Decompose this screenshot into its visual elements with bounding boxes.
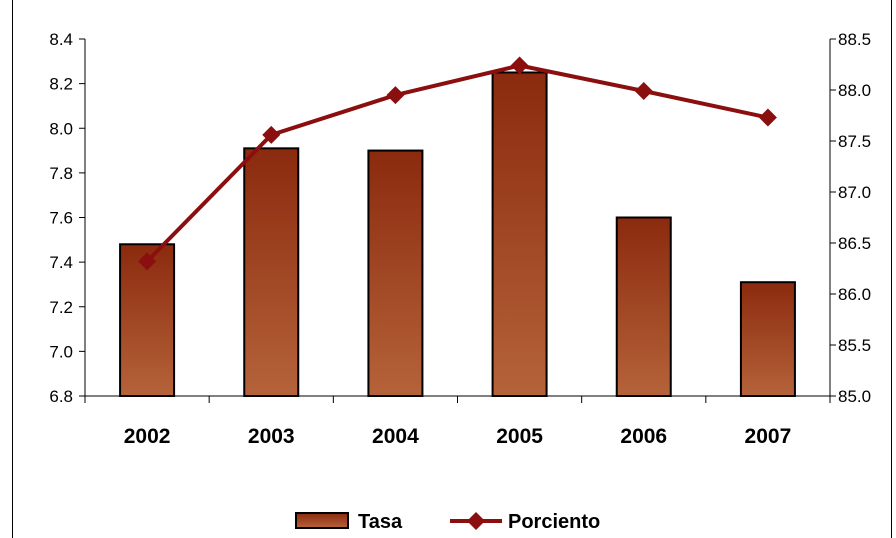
point-porciento	[510, 56, 529, 75]
chart-frame	[12, 0, 892, 538]
left-tick-label: 7.8	[49, 164, 73, 183]
point-porciento	[262, 125, 281, 144]
left-tick-label: 7.2	[49, 298, 73, 317]
right-tick-label: 88.5	[838, 30, 871, 49]
axes	[79, 38, 836, 403]
right-tick-label: 88.0	[838, 81, 871, 100]
bar-series	[119, 71, 796, 397]
line-series	[138, 56, 777, 271]
right-tick-label: 86.5	[838, 234, 871, 253]
x-tick-label: 2002	[124, 425, 171, 448]
point-porciento	[758, 108, 777, 127]
left-tick-label: 8.0	[49, 119, 73, 138]
left-tick-label: 7.0	[49, 342, 73, 361]
bar-tasa	[491, 71, 548, 397]
bar-tasa	[615, 216, 672, 397]
legend: Tasa Porciento	[295, 511, 600, 533]
left-tick-label: 6.8	[49, 387, 73, 406]
bar-tasa	[367, 149, 424, 397]
x-tick-label: 2006	[620, 425, 667, 448]
bar-tasa	[243, 147, 300, 397]
right-tick-label: 85.0	[838, 387, 871, 406]
left-tick-label: 8.4	[49, 30, 73, 49]
left-tick-label: 7.4	[49, 253, 73, 272]
point-porciento	[386, 86, 405, 105]
legend-swatch-tasa	[295, 512, 349, 529]
right-tick-label: 87.5	[838, 132, 871, 151]
legend-label-porciento: Porciento	[508, 511, 600, 533]
x-tick-label: 2005	[496, 425, 543, 448]
point-porciento	[634, 82, 653, 101]
left-tick-label: 7.6	[49, 209, 73, 228]
right-tick-label: 87.0	[838, 183, 871, 202]
bar-tasa	[739, 281, 796, 397]
right-tick-label: 86.0	[838, 285, 871, 304]
x-tick-label: 2004	[372, 425, 419, 448]
line-porciento	[145, 63, 769, 263]
x-tick-label: 2007	[745, 425, 792, 448]
legend-marker-porciento	[467, 512, 485, 530]
axis-labels: 6.8 7.0 7.2 7.4 7.6 7.8 8.0 8.2 8.4 85.0 85.5 86.0 8…	[49, 30, 871, 448]
x-tick-label: 2003	[248, 425, 295, 448]
left-tick-label: 8.2	[49, 75, 73, 94]
point-porciento	[138, 252, 157, 271]
legend-label-tasa: Tasa	[358, 511, 403, 533]
right-tick-label: 85.5	[838, 336, 871, 355]
